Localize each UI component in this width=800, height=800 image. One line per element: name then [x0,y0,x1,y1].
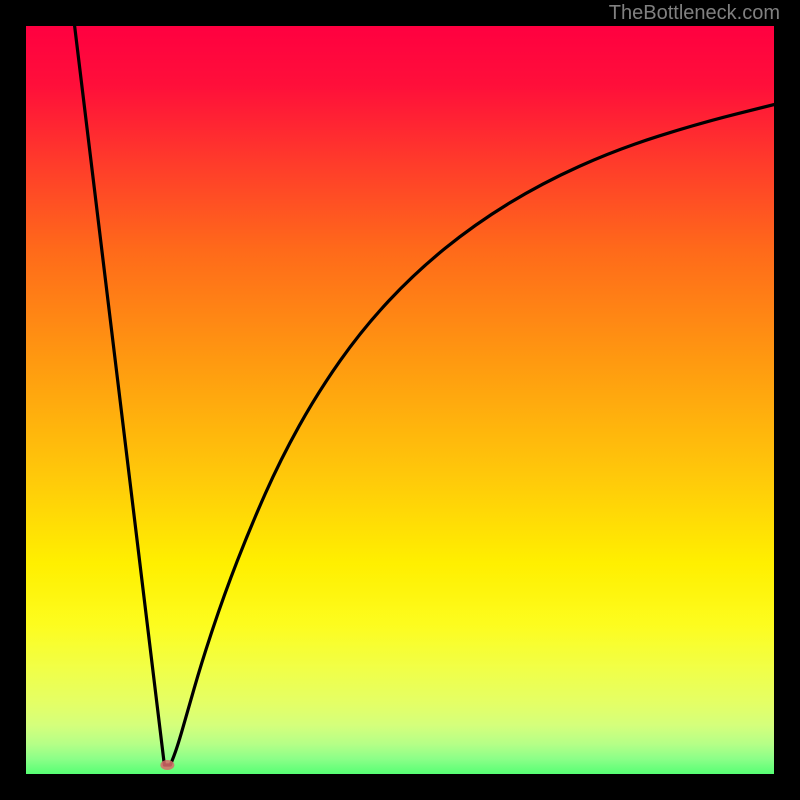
minimum-marker [160,760,174,770]
watermark-text: TheBottleneck.com [609,2,780,25]
plot-area [26,26,774,774]
plot-svg [26,26,774,774]
highlight-band [26,565,774,774]
